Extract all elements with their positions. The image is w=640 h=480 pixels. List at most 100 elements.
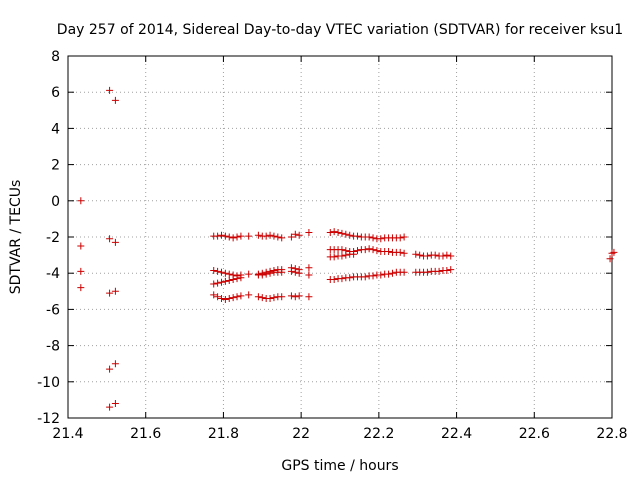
grid-lines: [68, 56, 612, 418]
y-tick-label: -10: [37, 375, 60, 391]
y-tick-label: -6: [46, 302, 60, 318]
data-point: [416, 251, 424, 259]
data-point: [385, 247, 393, 255]
y-tick-label: 8: [51, 49, 60, 65]
data-point: [287, 233, 295, 241]
data-point: [388, 269, 396, 277]
data-point: [400, 249, 408, 257]
data-point: [221, 295, 229, 303]
data-point: [338, 252, 346, 260]
data-point: [274, 233, 282, 241]
data-point: [210, 280, 218, 288]
data-point: [106, 86, 114, 94]
data-point: [353, 247, 361, 255]
data-point: [77, 284, 85, 292]
data-point: [305, 293, 313, 301]
y-tick-label: 0: [51, 194, 60, 210]
data-point: [214, 267, 222, 275]
data-point: [111, 400, 119, 408]
data-point: [373, 247, 381, 255]
data-point: [237, 292, 245, 300]
data-point: [396, 234, 404, 242]
data-point: [369, 234, 377, 242]
data-point: [217, 295, 225, 303]
data-point: [443, 251, 451, 259]
y-tick-label: -2: [46, 230, 60, 246]
data-point: [350, 250, 358, 258]
data-point: [342, 251, 350, 259]
data-points: [77, 86, 618, 411]
data-point: [258, 271, 266, 279]
data-point: [254, 231, 262, 239]
x-tick-label: 21.4: [52, 426, 83, 442]
data-point: [305, 264, 313, 272]
y-axis-ticks: -12 -10 -8 -6 -4 -2 0 2 4 6 8: [37, 49, 612, 427]
data-point: [262, 270, 270, 278]
data-point: [106, 289, 114, 297]
data-point: [346, 231, 354, 239]
data-point: [221, 277, 229, 285]
data-point: [225, 233, 233, 241]
data-point: [106, 403, 114, 411]
data-point: [338, 275, 346, 283]
data-point: [610, 248, 618, 256]
data-point: [210, 266, 218, 274]
data-point: [369, 246, 377, 254]
x-tick-label: 21.8: [208, 426, 239, 442]
data-point: [295, 231, 303, 239]
data-point: [214, 279, 222, 287]
data-point: [353, 232, 361, 240]
data-point: [305, 228, 313, 236]
data-point: [233, 233, 241, 241]
data-point: [305, 271, 313, 279]
data-point: [262, 232, 270, 240]
data-point: [229, 294, 237, 302]
data-point: [361, 246, 369, 254]
data-point: [258, 294, 266, 302]
x-axis-ticks: 21.4 21.6 21.8 22 22.2 22.4 22.6 22.8: [52, 56, 628, 442]
data-point: [214, 232, 222, 240]
data-point: [385, 270, 393, 278]
y-axis-label: SDTVAR / TECUs: [8, 180, 24, 295]
x-tick-label: 22.4: [441, 426, 472, 442]
data-point: [278, 293, 286, 301]
data-point: [111, 287, 119, 295]
data-point: [245, 232, 253, 240]
data-point: [270, 232, 278, 240]
data-point: [278, 234, 286, 242]
x-axis-label: GPS time / hours: [281, 458, 398, 474]
x-tick-label: 22.8: [596, 426, 627, 442]
y-tick-label: -4: [46, 266, 60, 282]
data-point: [111, 360, 119, 368]
data-point: [266, 231, 274, 239]
data-point: [221, 269, 229, 277]
data-point: [435, 267, 443, 275]
x-tick-label: 22.6: [519, 426, 550, 442]
y-tick-label: -8: [46, 339, 60, 355]
data-point: [217, 268, 225, 276]
data-point: [412, 250, 420, 258]
data-point: [221, 232, 229, 240]
data-point: [217, 278, 225, 286]
data-point: [431, 251, 439, 259]
data-point: [225, 270, 233, 278]
data-point: [77, 267, 85, 275]
data-point: [447, 266, 455, 274]
y-tick-label: 4: [51, 121, 60, 137]
data-point: [447, 252, 455, 260]
x-tick-label: 22: [292, 426, 310, 442]
data-point: [400, 233, 408, 241]
data-point: [365, 233, 373, 241]
data-point: [369, 272, 377, 280]
data-point: [77, 242, 85, 250]
data-point: [291, 268, 299, 276]
data-point: [111, 96, 119, 104]
data-point: [439, 252, 447, 260]
data-point: [606, 255, 614, 263]
data-point: [266, 295, 274, 303]
data-point: [423, 252, 431, 260]
data-point: [400, 268, 408, 276]
data-point: [237, 232, 245, 240]
data-point: [338, 246, 346, 254]
